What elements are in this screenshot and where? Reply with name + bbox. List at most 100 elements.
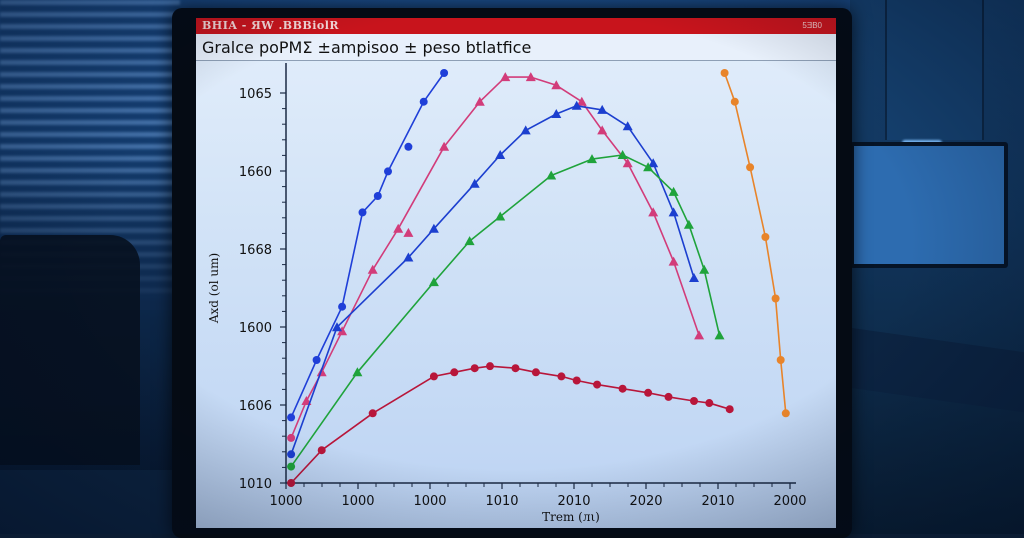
data-point-triangle	[714, 330, 725, 340]
data-point-triangle	[648, 158, 659, 168]
data-point-triangle	[403, 252, 414, 262]
data-point-triangle	[694, 330, 705, 340]
data-point-circle	[511, 364, 520, 373]
window-meta-label: 5ƎB0	[802, 21, 822, 30]
data-point-circle	[664, 392, 673, 401]
app-title: BHIA - ЯW .BBBiolR	[202, 19, 340, 32]
series-line-blue-circles	[290, 72, 445, 418]
data-point-triangle	[576, 96, 587, 106]
data-point-triangle	[332, 322, 342, 332]
data-point-circle	[429, 372, 438, 381]
x-tick-label: 2020	[629, 494, 662, 509]
data-point-triangle	[439, 141, 450, 151]
data-point-triangle	[520, 125, 531, 135]
data-point-circle	[358, 208, 367, 217]
data-point-triangle	[622, 121, 633, 131]
data-point-circle	[338, 302, 347, 311]
data-point-triangle	[403, 227, 414, 237]
data-point-circle	[287, 450, 296, 459]
data-point-triangle	[571, 100, 582, 110]
data-point-circle	[618, 384, 627, 393]
data-point-triangle	[393, 223, 404, 233]
data-point-triangle	[464, 236, 475, 246]
data-point-triangle	[495, 211, 506, 221]
data-point-triangle	[648, 207, 659, 217]
data-point-circle	[746, 163, 755, 172]
data-point-triangle	[622, 158, 633, 168]
data-point-circle	[317, 446, 326, 455]
data-point-triangle	[469, 178, 480, 188]
data-point-triangle	[500, 72, 511, 82]
y-tick-label: 1600	[239, 321, 272, 336]
data-point-circle	[720, 69, 729, 77]
x-tick-label: 2010	[557, 494, 590, 509]
data-point-circle	[287, 413, 296, 422]
series-line-crimson-circles	[290, 365, 730, 484]
series-line-orange-steep	[723, 72, 787, 414]
data-point-circle	[440, 69, 449, 77]
x-tick-label: 1000	[269, 494, 302, 509]
lab-equipment	[0, 235, 140, 465]
series-line-green-triangles	[290, 154, 721, 468]
data-point-circle	[761, 233, 770, 241]
x-axis-title: Trem (лι)	[542, 510, 600, 524]
data-point-triangle	[617, 150, 628, 159]
data-point-circle	[287, 479, 296, 487]
data-point-triangle	[668, 256, 679, 266]
data-point-triangle	[546, 170, 557, 180]
data-point-circle	[419, 97, 428, 106]
x-tick-label: 2000	[773, 494, 806, 509]
data-point-triangle	[597, 125, 608, 135]
data-point-circle	[373, 192, 382, 200]
y-tick-label: 1660	[239, 165, 272, 180]
data-point-circle	[368, 409, 377, 418]
data-point-triangle	[668, 207, 679, 217]
data-point-circle	[593, 380, 602, 389]
data-point-circle	[312, 356, 321, 364]
data-point-triangle	[551, 80, 562, 90]
x-tick-label: 1000	[341, 494, 374, 509]
data-point-triangle	[668, 186, 679, 196]
data-point-triangle	[683, 219, 694, 229]
data-point-triangle	[337, 326, 348, 336]
data-point-circle	[470, 364, 479, 373]
data-point-circle	[531, 368, 540, 377]
data-point-circle	[486, 362, 494, 371]
data-point-circle	[404, 142, 413, 151]
data-point-circle	[771, 294, 780, 303]
y-tick-label: 1606	[239, 399, 272, 414]
background-monitor	[850, 142, 1008, 268]
data-point-circle	[287, 462, 296, 471]
data-point-triangle	[428, 277, 439, 287]
y-tick-label: 1065	[239, 87, 272, 102]
data-point-triangle	[495, 150, 506, 159]
data-point-circle	[557, 372, 566, 381]
data-point-circle	[644, 388, 653, 397]
series-line-blue-triangles	[290, 105, 695, 455]
data-point-triangle	[597, 104, 608, 114]
data-point-circle	[690, 397, 698, 405]
data-point-triangle	[367, 264, 378, 274]
y-tick-label: 1668	[239, 243, 272, 258]
data-point-triangle	[643, 162, 654, 172]
chart-title: Gralce poPMΣ ±ampisoo ± peso btlatfice	[202, 38, 532, 57]
data-point-circle	[572, 376, 581, 385]
background-cabinet	[885, 0, 984, 140]
data-point-triangle	[428, 223, 439, 233]
y-axis-title: Axd (ol um)	[207, 253, 221, 324]
data-point-triangle	[689, 273, 699, 282]
data-point-triangle	[474, 96, 485, 106]
x-tick-label: 1010	[485, 494, 518, 509]
monitor-screen: BHIA - ЯW .BBBiolR 5ƎB0 Gralce poPMΣ ±am…	[196, 18, 836, 528]
data-point-circle	[450, 368, 459, 377]
data-point-triangle	[699, 264, 710, 274]
data-point-triangle	[352, 367, 363, 377]
data-point-circle	[730, 97, 739, 106]
data-point-circle	[776, 356, 785, 364]
data-point-triangle	[551, 109, 562, 118]
line-chart: 1010 1606 1600 1668 1660 1065 1000 1000 1000 1010…	[207, 63, 807, 524]
window-titlebar: BHIA - ЯW .BBBiolR 5ƎB0	[196, 18, 836, 34]
x-tick-label: 2010	[701, 494, 734, 509]
data-point-circle	[725, 405, 734, 414]
chart-header: Gralce poPMΣ ±ampisoo ± peso btlatfice	[196, 34, 836, 61]
